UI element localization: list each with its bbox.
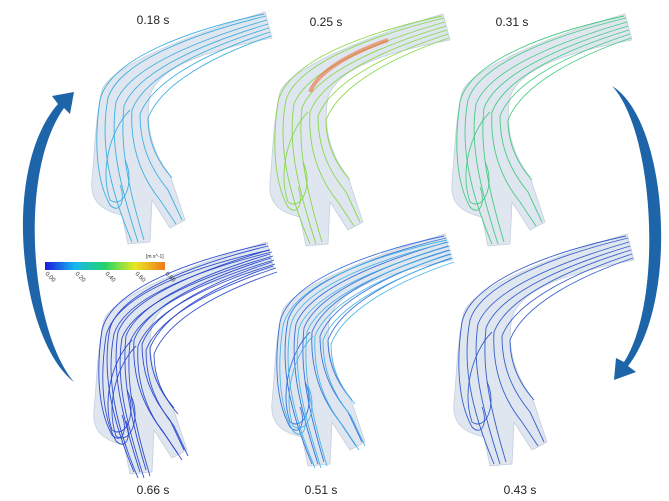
colorbar-tick-label: 0.20 xyxy=(74,271,87,284)
time-label: 0.31 s xyxy=(496,15,529,29)
cycle-arrow-left xyxy=(23,92,74,382)
cycle-arrow-right xyxy=(612,86,661,380)
colorbar-tick-label: 0.00 xyxy=(44,271,57,284)
time-label: 0.25 s xyxy=(310,15,343,29)
panel xyxy=(270,14,450,246)
page: {"colorbar": {"unit": "[m s^-1]", "ticks… xyxy=(0,0,669,501)
colorbar-unit: [m s^-1] xyxy=(146,254,164,260)
panel xyxy=(92,12,272,244)
figure: 0.18 s 0.25 s 0.31 s 0.66 s 0.51 s 0.43 … xyxy=(0,0,669,501)
panel xyxy=(454,234,634,466)
colorbar-tick-label: 0.60 xyxy=(134,271,147,284)
panel xyxy=(452,14,632,246)
colorbar-gradient xyxy=(45,262,165,270)
panel xyxy=(272,234,454,468)
colorbar-tick-label: 0.40 xyxy=(104,271,117,284)
time-label: 0.66 s xyxy=(137,483,170,497)
time-label: 0.43 s xyxy=(504,483,537,497)
panel xyxy=(94,242,277,478)
time-label: 0.18 s xyxy=(137,13,170,27)
time-label: 0.51 s xyxy=(305,483,338,497)
